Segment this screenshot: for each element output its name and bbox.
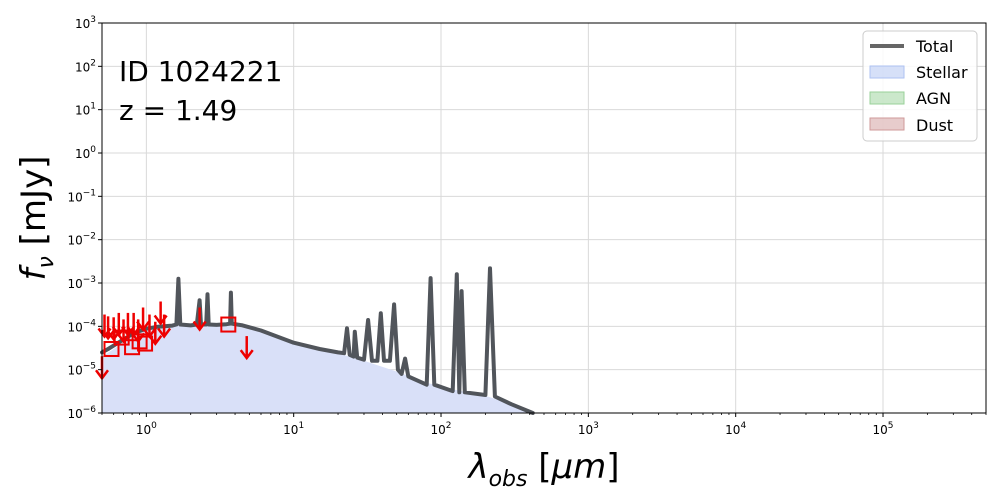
upper-limit-arrow [239,336,254,361]
x-axis-label: λobs [μm] [466,447,619,492]
detection-marker [131,333,148,350]
stellar-fill-layer [102,325,533,413]
x-tick-label: 101 [283,421,304,437]
legend-stellar-swatch [869,65,905,79]
upper-limit-head [157,327,172,339]
annotation-redshift: z = 1.49 [119,94,237,127]
y-tick-label: 100 [75,145,96,161]
y-tick-label: 10−5 [67,362,96,378]
detection-marker [103,340,120,357]
x-tick-label: 100 [136,421,157,437]
detection-marker [220,316,237,333]
y-tick-label: 103 [75,15,96,31]
legend-total-label: Total [915,37,953,56]
legend-stellar-label: Stellar [916,63,968,82]
y-tick-label: 10−6 [67,405,96,421]
ticks-layer: 100 101 102 103 104 105 10−6 10−5 10−4 10−3 10−2 10… [67,15,987,437]
y-tick-label: 10−3 [67,275,96,291]
y-tick-label: 101 [75,102,96,118]
upper-limit-head [192,320,207,332]
legend-dust-label: Dust [916,116,953,135]
total-line [102,268,533,413]
x-tick-label: 104 [725,421,746,437]
x-tick-label: 103 [578,421,599,437]
upper-limit-head [239,349,254,361]
upper-limit-head [101,329,116,341]
detection-marker [113,329,130,346]
y-tick-label: 102 [75,58,96,74]
legend: Total Stellar AGN Dust [862,30,978,142]
y-tick-label: 10−4 [67,318,96,334]
x-tick-label: 105 [873,421,894,437]
x-tick-label: 102 [431,421,452,437]
y-tick-label: 10−1 [67,188,96,204]
upper-limit-arrow [157,314,172,339]
upper-limit-arrow [192,307,207,332]
y-tick-label: 10−2 [67,232,96,248]
legend-dust-swatch [869,117,905,131]
photometry-layer [95,301,254,381]
annotation-id: ID 1024221 [119,55,282,88]
legend-agn-label: AGN [916,89,951,108]
legend-box [862,30,978,142]
stellar-area [102,325,533,413]
total-line-layer [102,268,533,413]
detection-marker [137,335,154,352]
legend-agn-swatch [869,91,905,105]
y-axis-label: fν [mJy] [14,156,59,281]
